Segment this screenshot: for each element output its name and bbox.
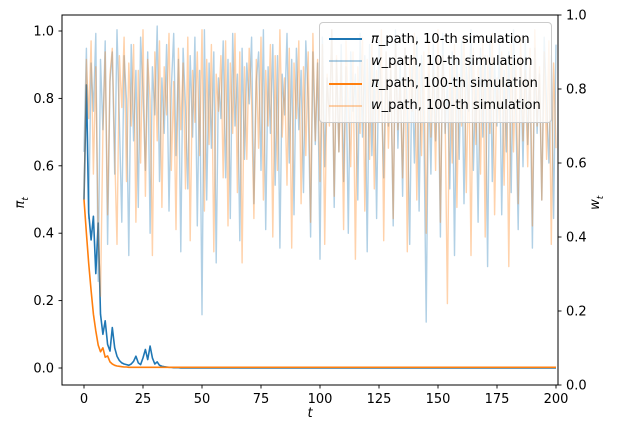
y-axis-left-ticks: 0.0 0.2 0.4 0.6 0.8 1.0	[33, 25, 62, 377]
y-tick-label-right: 0.8	[566, 83, 587, 98]
y-tick-label-left: 0.2	[33, 294, 54, 309]
legend: π_path, 10-th simulation w_path, 10-th s…	[319, 22, 552, 123]
legend-line-sample-w-10	[329, 60, 362, 63]
y-axis-label-left-symbol: π	[13, 200, 29, 209]
series-pi_path_100th_simulation	[83, 199, 556, 369]
y-axis-label-right-symbol: w	[588, 199, 604, 210]
legend-label-pi-100: π_path, 100-th simulation	[371, 76, 538, 91]
legend-line-sample-w-100	[329, 104, 362, 107]
y-tick-label-right: 0.0	[566, 379, 587, 394]
y-tick-label-right: 0.2	[566, 305, 587, 320]
x-axis-label: t	[260, 406, 360, 421]
x-tick-label: 175	[485, 392, 510, 407]
legend-label-text: _path, 100-th simulation	[381, 98, 541, 114]
x-tick-label: 100	[308, 392, 333, 407]
legend-label-symbol: π	[371, 31, 379, 47]
y-tick-label-right: 1.0	[566, 9, 587, 24]
x-tick-label: 150	[426, 392, 451, 407]
legend-item-pi-path-10: π_path, 10-th simulation	[329, 29, 543, 49]
y-tick-label-left: 1.0	[33, 25, 54, 40]
y-axis-label-right-subscript: t	[595, 195, 606, 200]
plot-border	[61, 14, 559, 386]
legend-label-text: _path, 10-th simulation	[378, 31, 530, 47]
legend-label-w-10: w_path, 10-th simulation	[371, 54, 532, 69]
legend-item-pi-path-100: π_path, 100-th simulation	[329, 74, 543, 94]
y-axis-label-left-subscript: t	[20, 197, 31, 201]
legend-item-w-path-10: w_path, 10-th simulation	[329, 51, 543, 71]
y-tick-label-left: 0.4	[33, 227, 54, 242]
x-tick-label: 125	[367, 392, 392, 407]
legend-label-text: _path, 100-th simulation	[378, 76, 538, 92]
legend-label-symbol: π	[371, 76, 379, 92]
y-axis-label-left: πt	[13, 173, 31, 233]
legend-label-symbol: w	[371, 98, 382, 114]
legend-line-sample-pi-100	[329, 82, 362, 85]
legend-item-w-path-100: w_path, 100-th simulation	[329, 96, 543, 116]
x-axis-ticks: 0 25 50 75 100 125 150 175 200	[80, 385, 569, 407]
y-tick-label-left: 0.6	[33, 159, 54, 174]
series-w_path_10th_simulation	[83, 25, 557, 323]
x-tick-label: 50	[194, 392, 211, 407]
x-tick-label: 75	[253, 392, 270, 407]
legend-label-symbol: w	[371, 53, 382, 69]
y-tick-label-left: 0.0	[33, 362, 54, 377]
y-axis-right-ticks: 0.0 0.2 0.4 0.6 0.8 1.0	[558, 9, 587, 394]
legend-label-pi-10: π_path, 10-th simulation	[371, 32, 530, 47]
legend-line-sample-pi-10	[329, 38, 362, 40]
x-tick-label: 0	[80, 392, 88, 407]
x-tick-label: 25	[135, 392, 152, 407]
y-axis-label-right: wt	[588, 173, 606, 233]
legend-label-w-100: w_path, 100-th simulation	[371, 98, 541, 113]
x-axis-label-symbol: t	[307, 406, 313, 421]
y-tick-label-left: 0.8	[33, 92, 54, 107]
y-tick-label-right: 0.6	[566, 157, 587, 172]
y-tick-label-right: 0.4	[566, 231, 587, 246]
legend-label-text: _path, 10-th simulation	[381, 53, 533, 69]
x-tick-label: 200	[544, 392, 569, 407]
